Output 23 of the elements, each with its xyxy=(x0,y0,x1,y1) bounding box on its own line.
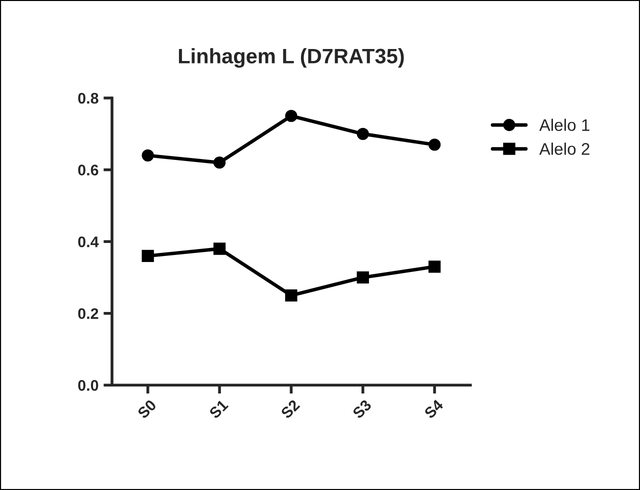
point xyxy=(356,271,369,284)
chart-title: Linhagem L (D7RAT35) xyxy=(178,48,404,68)
x-tick-label: S1 xyxy=(208,398,229,420)
y-tick-label: 0.4 xyxy=(78,236,99,248)
point xyxy=(428,260,441,273)
point xyxy=(213,242,226,255)
x-tick-label: S2 xyxy=(280,399,300,420)
point xyxy=(142,149,154,162)
x-tick-label: S4 xyxy=(424,398,444,420)
x-tick-label: S0 xyxy=(136,399,157,420)
point xyxy=(356,128,369,140)
y-tick-label: 0.8 xyxy=(78,92,98,104)
point xyxy=(285,110,298,122)
legend-label: Alelo 1 xyxy=(539,118,590,131)
point xyxy=(428,138,441,151)
y-tick-label: 0.2 xyxy=(78,308,98,320)
y-tick-label: 0.0 xyxy=(78,380,98,391)
x-tick-label: S3 xyxy=(352,399,372,420)
y-tick-label: 0.6 xyxy=(78,164,98,176)
point xyxy=(213,156,226,169)
point xyxy=(285,289,298,302)
point xyxy=(142,250,154,262)
legend-label: Alelo 2 xyxy=(539,142,590,155)
